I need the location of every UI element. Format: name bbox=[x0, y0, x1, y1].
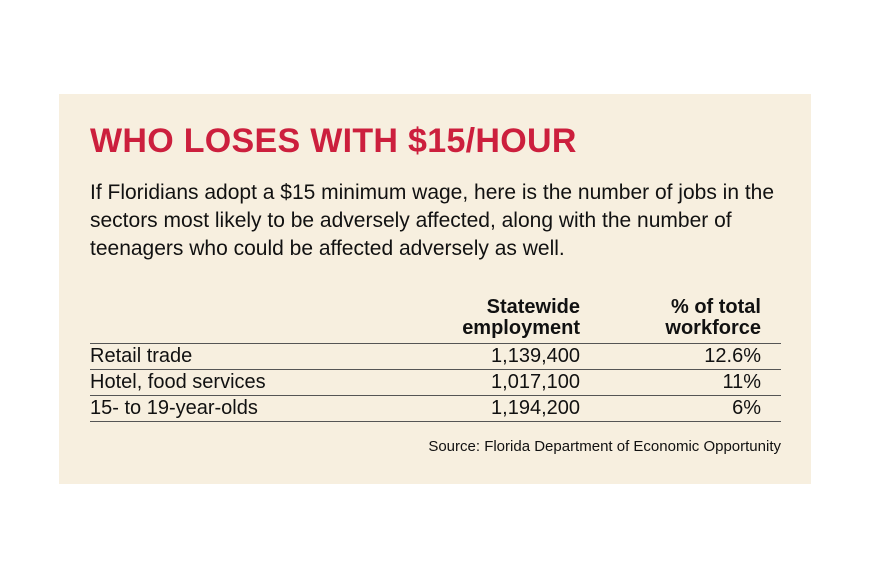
column-header-line: workforce bbox=[665, 317, 761, 339]
chart-title: WHO LOSES WITH $15/HOUR bbox=[90, 122, 577, 160]
column-header-employment: Statewide employment bbox=[462, 297, 580, 339]
data-table: Statewide employment % of total workforc… bbox=[90, 297, 781, 422]
column-header-percent: % of total workforce bbox=[665, 297, 761, 339]
employment-value: 1,017,100 bbox=[491, 371, 580, 393]
table-row: Retail trade 1,139,400 12.6% bbox=[90, 344, 781, 370]
percent-value: 11% bbox=[722, 371, 761, 393]
table-header: Statewide employment % of total workforc… bbox=[90, 297, 781, 344]
column-header-line: employment bbox=[462, 317, 580, 339]
column-header-line: Statewide bbox=[486, 296, 580, 318]
percent-value: 12.6% bbox=[704, 345, 761, 367]
infographic-panel: WHO LOSES WITH $15/HOUR If Floridians ad… bbox=[59, 94, 811, 484]
employment-value: 1,139,400 bbox=[491, 345, 580, 367]
employment-value: 1,194,200 bbox=[491, 397, 580, 419]
intro-text: If Floridians adopt a $15 minimum wage, … bbox=[90, 181, 775, 260]
row-label: Hotel, food services bbox=[90, 371, 266, 393]
percent-value: 6% bbox=[732, 397, 761, 419]
table-row: 15- to 19-year-olds 1,194,200 6% bbox=[90, 396, 781, 422]
row-label: Retail trade bbox=[90, 345, 193, 367]
column-header-line: % of total bbox=[671, 296, 761, 318]
row-label: 15- to 19-year-olds bbox=[90, 397, 258, 419]
table-row: Hotel, food services 1,017,100 11% bbox=[90, 370, 781, 396]
source-note: Source: Florida Department of Economic O… bbox=[428, 438, 781, 455]
